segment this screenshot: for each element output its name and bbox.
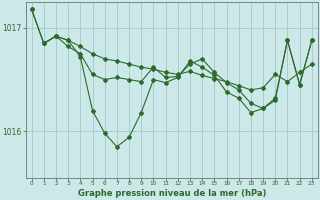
X-axis label: Graphe pression niveau de la mer (hPa): Graphe pression niveau de la mer (hPa) [77, 189, 266, 198]
